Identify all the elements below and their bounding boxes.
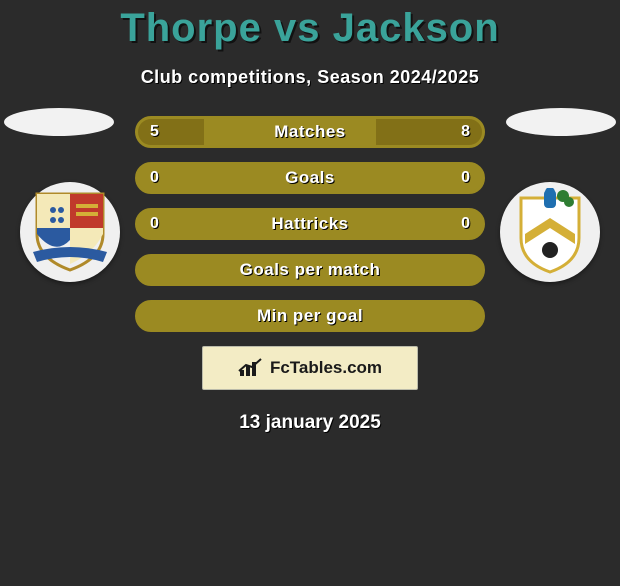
stat-value-left: 5 bbox=[150, 123, 159, 141]
crest-right bbox=[500, 182, 600, 282]
stat-bar: 0 0 Goals bbox=[135, 162, 485, 194]
stat-label: Hattricks bbox=[271, 214, 348, 234]
stat-bar: Min per goal bbox=[135, 300, 485, 332]
subtitle: Club competitions, Season 2024/2025 bbox=[0, 67, 620, 88]
source-badge-text: FcTables.com bbox=[270, 358, 382, 378]
shield-icon bbox=[511, 188, 589, 276]
stat-bar: Goals per match bbox=[135, 254, 485, 286]
page-title: Thorpe vs Jackson bbox=[0, 6, 620, 51]
stat-value-left: 0 bbox=[150, 215, 159, 233]
stat-fill-left bbox=[138, 119, 204, 145]
stat-bar: 0 0 Hattricks bbox=[135, 208, 485, 240]
stat-value-right: 8 bbox=[461, 123, 470, 141]
stat-label: Goals per match bbox=[240, 260, 381, 280]
crest-left bbox=[20, 182, 120, 282]
ellipse-left bbox=[4, 108, 114, 136]
stat-label: Matches bbox=[274, 122, 346, 142]
stats-bars: 5 8 Matches 0 0 Goals 0 0 Hattricks Goals per mat… bbox=[135, 116, 485, 332]
shield-icon bbox=[31, 190, 109, 274]
source-badge: FcTables.com bbox=[202, 346, 418, 390]
snapshot-date: 13 january 2025 bbox=[0, 412, 620, 434]
stat-value-right: 0 bbox=[461, 169, 470, 187]
stat-label: Goals bbox=[285, 168, 335, 188]
bar-chart-icon bbox=[238, 358, 264, 378]
stat-value-left: 0 bbox=[150, 169, 159, 187]
stat-label: Min per goal bbox=[257, 306, 363, 326]
stat-value-right: 0 bbox=[461, 215, 470, 233]
stat-bar: 5 8 Matches bbox=[135, 116, 485, 148]
ellipse-right bbox=[506, 108, 616, 136]
